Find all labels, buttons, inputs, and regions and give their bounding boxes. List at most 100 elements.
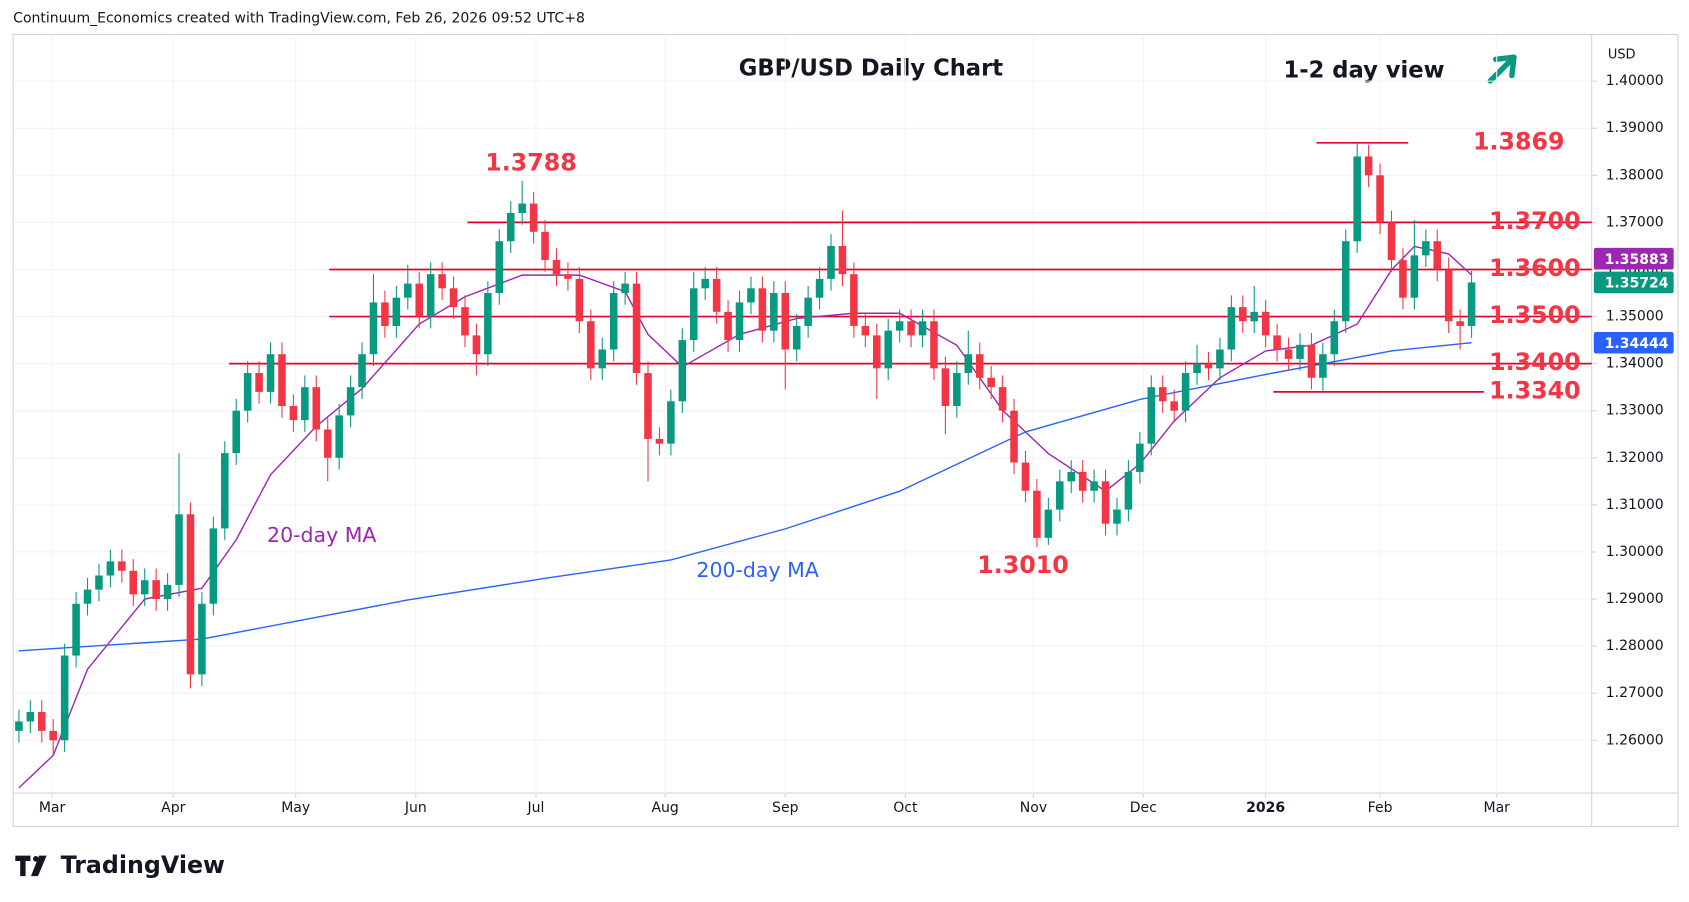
header: Continuum_Economics created with Trading… <box>13 10 585 26</box>
candle-body <box>1273 335 1281 350</box>
candle-body <box>506 212 515 242</box>
candle-body <box>163 584 172 600</box>
y-tick-label: 1.35000 <box>1606 309 1664 325</box>
x-tick-label: Oct <box>893 800 918 816</box>
candle-body <box>609 293 618 350</box>
frame <box>12 33 1679 828</box>
candle-body <box>792 325 801 350</box>
candle-body <box>1033 490 1041 538</box>
candle-body <box>1136 443 1144 472</box>
candle-body <box>1010 410 1018 463</box>
y-tick-label: 1.29000 <box>1606 591 1664 607</box>
candle-body <box>667 401 675 444</box>
candle-body <box>404 283 412 298</box>
ma-line <box>18 342 1472 652</box>
candle-body <box>964 354 973 374</box>
currency: USD <box>1608 48 1636 63</box>
candle-body <box>998 387 1007 411</box>
x-tick-label: Mar <box>39 800 66 816</box>
candle-body <box>289 406 298 421</box>
candle-body <box>37 712 46 731</box>
y-tick-label: 1.33000 <box>1606 403 1664 419</box>
candle-body <box>1021 462 1030 491</box>
candle-body <box>1261 311 1270 336</box>
candle-body <box>1319 354 1327 378</box>
brand-logo <box>15 855 47 877</box>
candle-body <box>301 387 309 421</box>
candle-body <box>689 288 698 341</box>
y-tick-label: 1.26000 <box>1606 732 1664 748</box>
candle-body <box>552 260 561 275</box>
candle-body <box>758 288 767 331</box>
candle-body <box>1444 269 1453 322</box>
candle-body <box>461 307 469 336</box>
candle-body <box>1307 344 1316 378</box>
candle-body <box>72 603 80 656</box>
level-label: 1.3869 <box>1473 127 1565 155</box>
y-tick-label: 1.39000 <box>1606 120 1664 136</box>
x-tick-label: Sep <box>772 800 799 816</box>
annotation: 1.3010 <box>977 551 1069 579</box>
candle-body <box>1078 471 1087 491</box>
view-arrow <box>1487 54 1517 84</box>
candle-body <box>1422 241 1430 256</box>
x-tick-label: May <box>281 800 310 816</box>
candle-body <box>95 575 103 590</box>
candle-body <box>26 712 35 722</box>
candle-body <box>358 354 366 388</box>
candle-body <box>1341 241 1350 322</box>
candle-body <box>1364 156 1373 176</box>
candle-body <box>449 288 458 308</box>
candle-body <box>621 283 629 294</box>
candle-body <box>804 297 812 326</box>
candle-body <box>1410 255 1419 298</box>
candle-body <box>632 283 641 374</box>
candle-body <box>495 241 504 294</box>
price-badge-label: 1.35883 <box>1605 252 1669 268</box>
y-tick-label: 1.38000 <box>1606 167 1664 183</box>
candle-body <box>1170 401 1178 411</box>
candle-body <box>484 293 492 355</box>
candle-body <box>1147 387 1156 444</box>
candle-body <box>907 321 915 336</box>
candle-body <box>884 330 892 369</box>
candle-body <box>1067 471 1075 482</box>
candle-body <box>735 302 744 341</box>
candle-body <box>953 373 961 407</box>
candle-body <box>918 321 927 336</box>
x-tick-label: 2026 <box>1246 800 1285 816</box>
candle-body <box>140 580 149 595</box>
candle-body <box>644 373 652 439</box>
level-label: 1.3600 <box>1489 254 1581 282</box>
candle-body <box>541 231 549 261</box>
candle-body <box>1387 222 1396 261</box>
candle-body <box>175 514 183 585</box>
candle-body <box>827 245 835 279</box>
candle-body <box>415 283 424 317</box>
series-label: 200-day MA <box>696 558 818 582</box>
candle-body <box>392 297 401 326</box>
candle-body <box>1193 363 1201 374</box>
price-badge <box>1593 331 1674 354</box>
candle-body <box>1056 481 1064 510</box>
y-tick-label: 1.28000 <box>1606 638 1664 654</box>
level-label: 1.3340 <box>1489 376 1581 404</box>
candle-body <box>106 561 115 576</box>
candle-body <box>655 438 664 444</box>
candle-body <box>1124 471 1133 510</box>
candle-body <box>1113 509 1121 524</box>
price-badge-label: 1.34444 <box>1605 336 1669 352</box>
y-tick-label: 1.31000 <box>1606 497 1664 513</box>
candle-body <box>323 429 332 458</box>
chart-title: GBP/USD Daily Chart <box>739 56 1003 82</box>
candle-body <box>381 302 389 326</box>
candle-body <box>255 373 263 392</box>
y-tick-label: 1.40000 <box>1606 73 1664 89</box>
y-tick-label: 1.32000 <box>1606 450 1664 466</box>
candle-body <box>712 278 721 312</box>
candle-body <box>221 453 229 529</box>
price-badge <box>1593 247 1674 270</box>
candle-body <box>815 278 824 298</box>
